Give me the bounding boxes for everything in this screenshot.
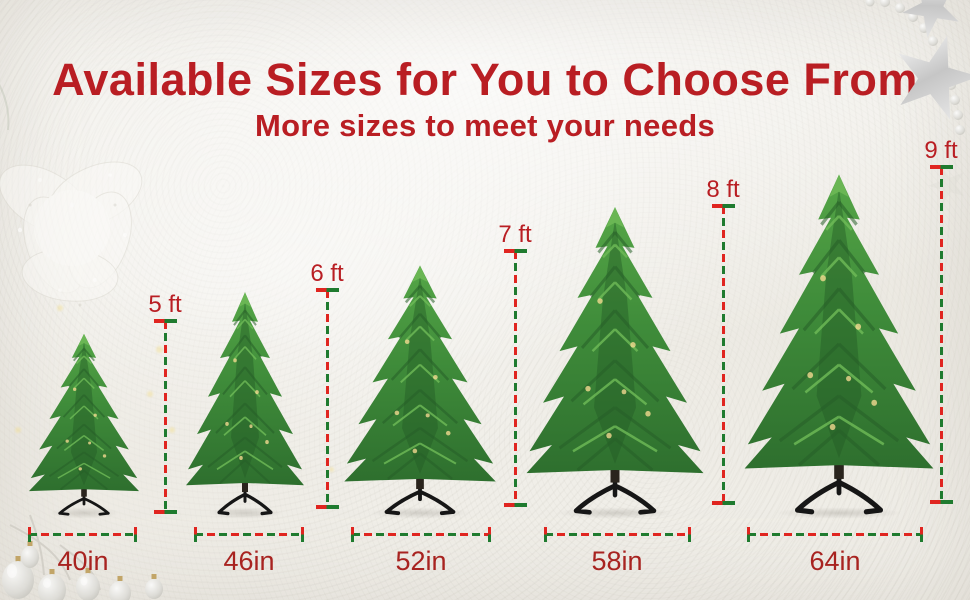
- width-label: 58in: [591, 546, 643, 576]
- measure-cap-right: [301, 527, 304, 542]
- light-bokeh-dot: [15, 427, 21, 433]
- measure-cap-top: [316, 288, 339, 292]
- width-measure-line: [351, 527, 491, 542]
- height-label: 9 ft: [924, 137, 958, 164]
- tree-shadow: [351, 505, 489, 521]
- tree-shadow: [533, 505, 697, 521]
- tree-shadow: [36, 505, 132, 521]
- measure-cap-top: [930, 165, 953, 169]
- light-bokeh-dot: [147, 391, 153, 397]
- light-bokeh-dot: [57, 305, 63, 311]
- measure-cap-bottom: [154, 510, 177, 514]
- height-label: 7 ft: [498, 221, 532, 248]
- christmas-tree-8ft: [525, 204, 705, 517]
- measure-cap-bottom: [712, 501, 735, 505]
- width-measure-line: [28, 527, 137, 542]
- measure-cap-bottom: [930, 500, 953, 504]
- measure-cap-bottom: [504, 503, 527, 507]
- width-label: 64in: [809, 546, 861, 576]
- tree-shadow: [751, 505, 927, 521]
- measure-cap-top: [154, 319, 177, 323]
- height-label: 8 ft: [706, 176, 740, 203]
- width-label: 46in: [223, 546, 275, 576]
- tree-shadow: [193, 505, 297, 521]
- width-measure-line: [747, 527, 923, 542]
- page-subtitle: More sizes to meet your needs: [254, 108, 716, 143]
- height-label: 5 ft: [148, 291, 182, 318]
- width-label: 40in: [57, 546, 109, 576]
- glitter-flower-decoration: [0, 84, 143, 307]
- christmas-tree-5ft: [28, 332, 140, 516]
- measure-cap-right: [134, 527, 137, 542]
- measure-cap-left: [28, 527, 31, 542]
- width-measure-line: [544, 527, 691, 542]
- height-measure-line: [154, 319, 177, 514]
- christmas-tree-7ft: [343, 263, 497, 516]
- measure-cap-left: [747, 527, 750, 542]
- silver-ornaments-decoration: [2, 514, 163, 600]
- height-measure-line: [930, 165, 953, 504]
- measure-cap-top: [504, 249, 527, 253]
- height-measure-line: [504, 249, 527, 507]
- height-measure-line: [712, 204, 735, 505]
- height-label: 6 ft: [310, 260, 344, 287]
- height-measure-line: [316, 288, 339, 509]
- light-bokeh-dot: [329, 467, 334, 472]
- measure-cap-top: [712, 204, 735, 208]
- christmas-tree-6ft: [185, 290, 305, 516]
- width-measure-line: [194, 527, 304, 542]
- measure-cap-left: [351, 527, 354, 542]
- light-bokeh-dot: [169, 427, 175, 433]
- light-bokeh-dot: [156, 346, 163, 353]
- measure-cap-left: [194, 527, 197, 542]
- measure-cap-right: [920, 527, 923, 542]
- measure-cap-right: [488, 527, 491, 542]
- silver-star-and-bead-garland-decoration: [865, 0, 970, 207]
- measure-cap-left: [544, 527, 547, 542]
- christmas-tree-9ft: [743, 171, 935, 517]
- page-title: Available Sizes for You to Choose From: [52, 54, 918, 105]
- measure-cap-bottom: [316, 505, 339, 509]
- measure-cap-right: [688, 527, 691, 542]
- width-label: 52in: [395, 546, 447, 576]
